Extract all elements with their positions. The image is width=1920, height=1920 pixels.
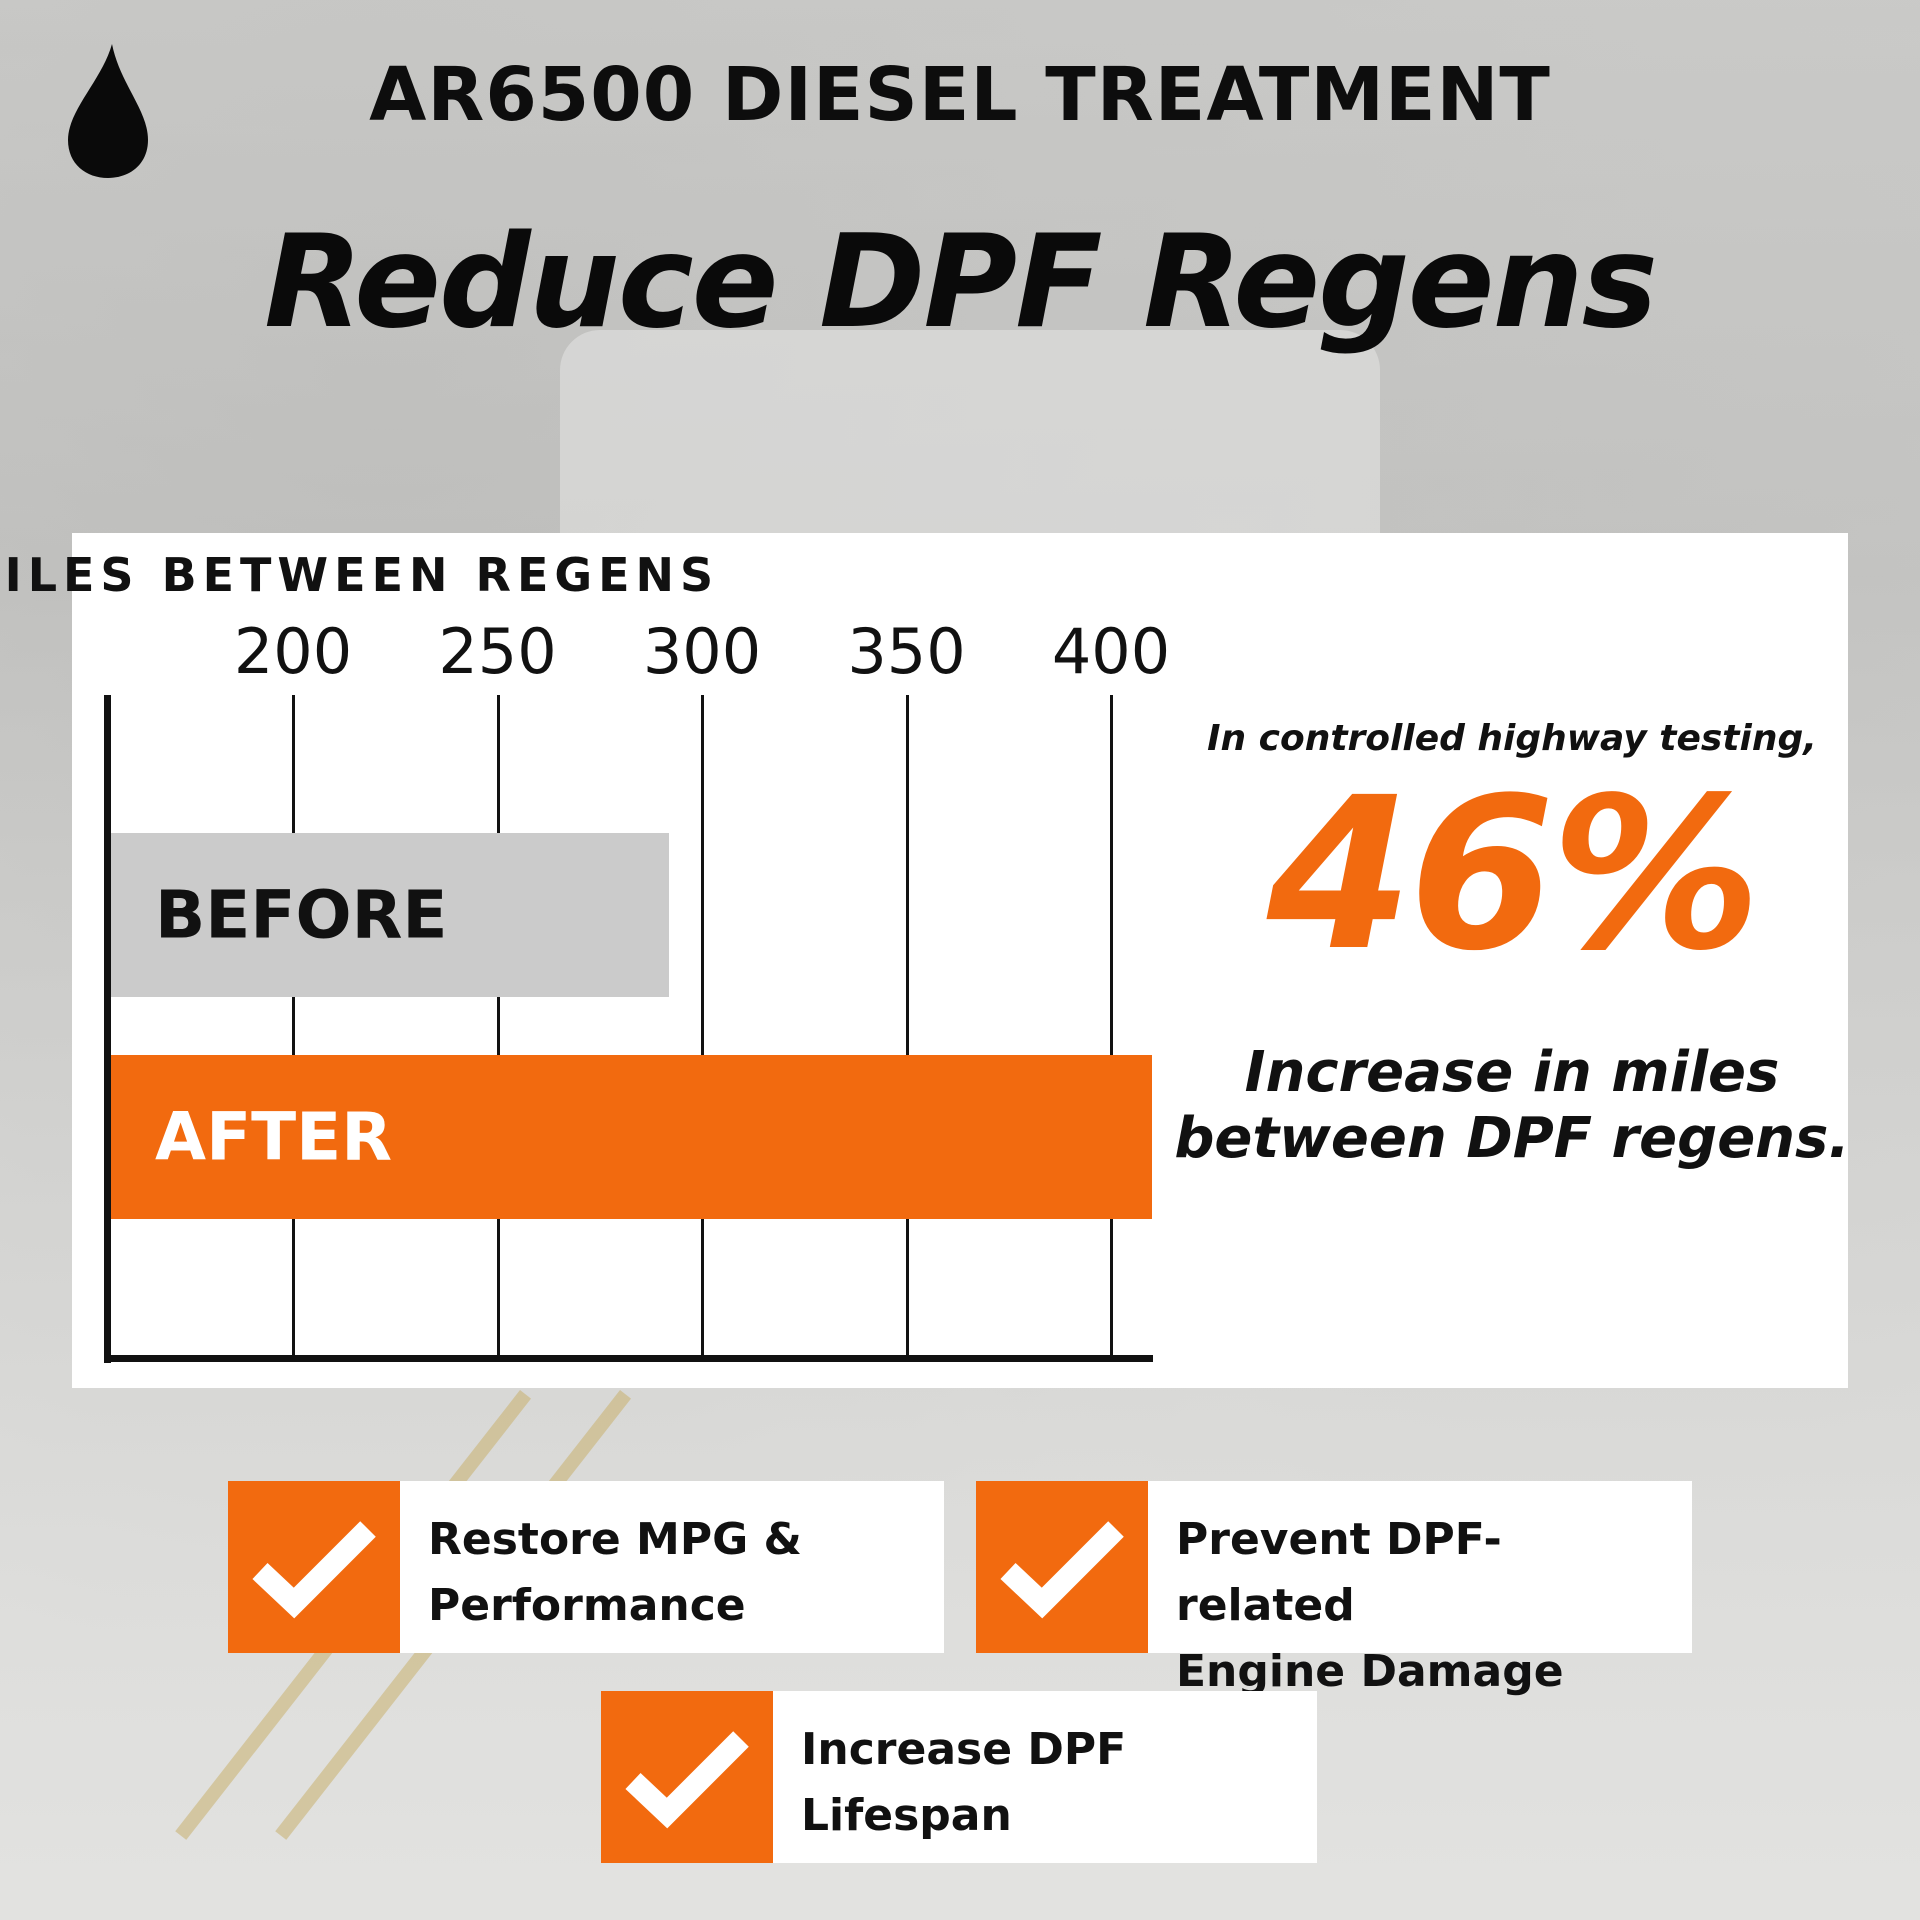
benefit-text: Restore MPG & Performance xyxy=(428,1514,802,1631)
x-tick-label: 300 xyxy=(642,615,762,688)
x-tick-label: 200 xyxy=(233,615,353,688)
stat-intro: In controlled highway testing, xyxy=(1207,718,1817,759)
stat-value: 46% xyxy=(1266,752,1762,997)
bar-before: BEFORE xyxy=(111,833,670,997)
truck-silhouette xyxy=(560,330,1380,550)
benefit-text: Prevent DPF-related Engine Damage xyxy=(1176,1514,1564,1697)
x-tick-label: 350 xyxy=(847,615,966,688)
x-tick-label: 400 xyxy=(1051,615,1171,688)
x-tick-label: 250 xyxy=(438,615,557,688)
checkmark-icon xyxy=(625,1731,749,1829)
benefit-card: Prevent DPF-related Engine Damage xyxy=(976,1481,1692,1697)
benefit-card: Increase DPF Lifespan xyxy=(601,1691,1317,1863)
y-axis-line xyxy=(104,695,111,1363)
bar-after: AFTER xyxy=(111,1055,1152,1219)
chart-title: MILES BETWEEN REGENS xyxy=(0,548,720,602)
gridline xyxy=(496,695,500,1355)
bar-label: BEFORE xyxy=(155,876,448,954)
x-axis-line xyxy=(104,1355,1153,1362)
headline: Reduce DPF Regens xyxy=(264,208,1658,357)
stat-caption: Increase in miles between DPF regens. xyxy=(1174,1040,1850,1171)
gridline xyxy=(1110,695,1113,1355)
checkmark-icon xyxy=(252,1521,376,1619)
gridline xyxy=(905,695,909,1355)
benefit-card: Restore MPG & Performance xyxy=(228,1481,944,1653)
check-badge xyxy=(601,1691,773,1863)
check-badge xyxy=(976,1481,1148,1653)
product-name: AR6500 DIESEL TREATMENT xyxy=(369,52,1551,138)
benefit-text: Increase DPF Lifespan xyxy=(801,1724,1127,1841)
gridline xyxy=(701,695,704,1355)
gridline xyxy=(292,695,295,1355)
check-badge xyxy=(228,1481,400,1653)
bar-label: AFTER xyxy=(155,1098,393,1176)
checkmark-icon xyxy=(1000,1521,1124,1619)
oil-drop-icon xyxy=(68,44,148,178)
